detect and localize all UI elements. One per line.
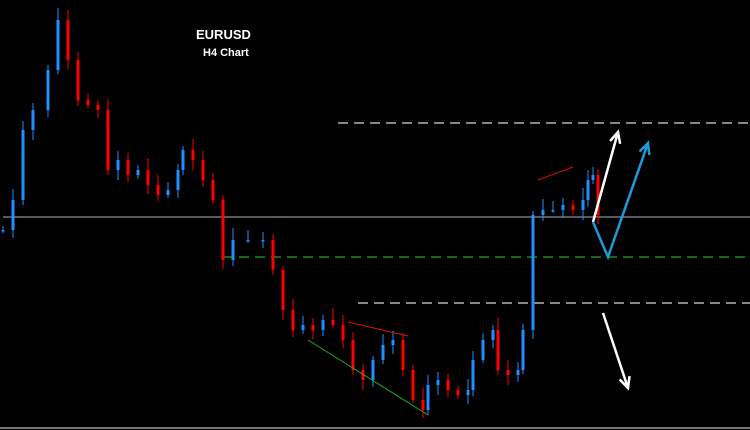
candle-body	[446, 380, 450, 390]
candle-body	[86, 100, 90, 105]
trendline	[537, 166, 574, 181]
candle-body	[391, 340, 395, 345]
candle-body	[146, 170, 150, 185]
candle-body	[311, 325, 315, 330]
candle-body	[221, 200, 225, 260]
candle-body	[106, 110, 110, 170]
candle-body	[321, 320, 325, 330]
candle-body	[201, 160, 205, 180]
candle-body	[1, 230, 5, 232]
candle-body	[116, 160, 120, 170]
forecast-arrow	[591, 142, 650, 261]
candle-body	[591, 175, 595, 180]
candle-body	[291, 310, 295, 330]
candle-body	[426, 385, 430, 410]
candle-body	[456, 390, 460, 395]
candle-body	[76, 60, 80, 100]
chart-subtitle: H4 Chart	[203, 47, 249, 59]
candle-body	[586, 180, 590, 200]
candle-body	[341, 325, 345, 340]
candle-body	[191, 150, 195, 160]
candle-body	[246, 240, 250, 242]
candle-body	[21, 130, 25, 200]
candle-body	[481, 340, 485, 360]
candle-body	[541, 210, 545, 215]
candle-body	[516, 370, 520, 375]
candle-body	[281, 270, 285, 310]
trendline	[307, 339, 429, 416]
candle-body	[411, 370, 415, 400]
trendline	[347, 321, 409, 337]
candle-body	[136, 170, 140, 175]
candle-body	[331, 320, 335, 325]
candle-body	[261, 240, 265, 242]
candle-body	[66, 20, 70, 60]
candle-body	[46, 70, 50, 110]
candle-body	[436, 380, 440, 385]
candle-body	[56, 20, 60, 70]
candle-body	[271, 240, 275, 270]
candle-body	[571, 205, 575, 210]
candle-body	[596, 175, 600, 215]
candle-body	[506, 370, 510, 375]
candle-body	[351, 340, 355, 370]
candle-body	[176, 170, 180, 190]
candle-body	[521, 330, 525, 370]
candle-body	[231, 240, 235, 260]
forecast-arrow	[601, 312, 630, 389]
candle-body	[551, 210, 555, 212]
arrow-head-icon	[618, 375, 631, 391]
candle-body	[561, 205, 565, 210]
candle-body	[96, 105, 100, 110]
candle-body	[471, 360, 475, 390]
candle-body	[491, 330, 495, 340]
candle-body	[496, 330, 500, 370]
candle-body	[466, 390, 470, 395]
chart-title: EURUSD	[196, 27, 251, 42]
candle-body	[381, 345, 385, 360]
candle-body	[301, 325, 305, 330]
candle-body	[156, 185, 160, 195]
arrow-head-icon	[638, 140, 651, 156]
candle-body	[581, 200, 585, 210]
candle-body	[31, 110, 35, 130]
candle-body	[361, 370, 365, 380]
candle-body	[166, 190, 170, 195]
candle-body	[211, 180, 215, 200]
arrow-head-icon	[609, 129, 622, 145]
candle-body	[181, 150, 185, 170]
candle-body	[421, 400, 425, 410]
candle-body	[126, 160, 130, 175]
candle-body	[531, 215, 535, 330]
candle-body	[371, 360, 375, 380]
candle-body	[401, 340, 405, 370]
forecast-arrow	[591, 131, 620, 223]
candle-body	[11, 200, 15, 230]
